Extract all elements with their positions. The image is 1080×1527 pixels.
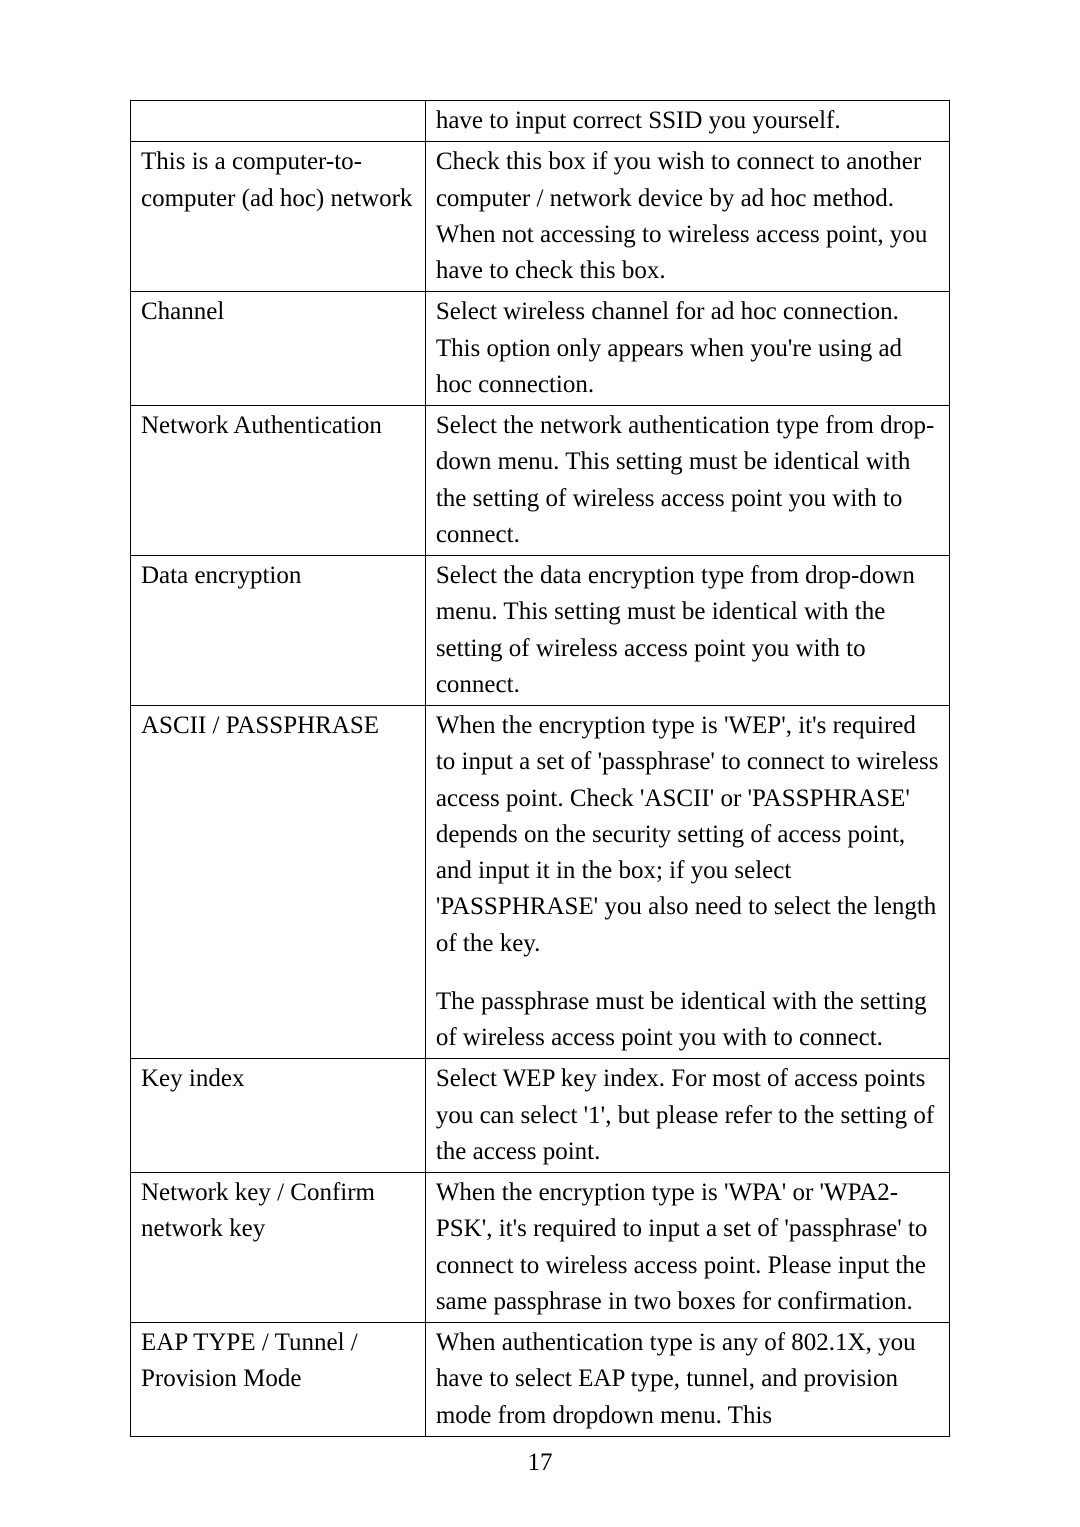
table-cell-left bbox=[131, 101, 426, 142]
table-cell-left: Network Authentication bbox=[131, 406, 426, 556]
page-number: 17 bbox=[130, 1449, 950, 1477]
table-cell-left: Data encryption bbox=[131, 556, 426, 706]
table-cell-left: Key index bbox=[131, 1059, 426, 1173]
table-cell-right: have to input correct SSID you yourself. bbox=[425, 101, 949, 142]
table-cell-right: When the encryption type is 'WPA' or 'WP… bbox=[425, 1173, 949, 1323]
table-cell-right: Select the data encryption type from dro… bbox=[425, 556, 949, 706]
table-row: have to input correct SSID you yourself. bbox=[131, 101, 950, 142]
table-cell-right: When the encryption type is 'WEP', it's … bbox=[425, 706, 949, 1059]
table-row: ASCII / PASSPHRASEWhen the encryption ty… bbox=[131, 706, 950, 1059]
table-body: have to input correct SSID you yourself.… bbox=[131, 101, 950, 1437]
table-cell-right: Select WEP key index. For most of access… bbox=[425, 1059, 949, 1173]
table-cell-right: Check this box if you wish to connect to… bbox=[425, 142, 949, 292]
table-row: Network key / Confirm network keyWhen th… bbox=[131, 1173, 950, 1323]
table-cell-paragraph: The passphrase must be identical with th… bbox=[436, 984, 941, 1057]
table-cell-right: When authentication type is any of 802.1… bbox=[425, 1323, 949, 1437]
table-row: Key indexSelect WEP key index. For most … bbox=[131, 1059, 950, 1173]
table-cell-left: Channel bbox=[131, 292, 426, 406]
table-cell-left: ASCII / PASSPHRASE bbox=[131, 706, 426, 1059]
settings-table: have to input correct SSID you yourself.… bbox=[130, 100, 950, 1437]
table-cell-paragraph: When the encryption type is 'WEP', it's … bbox=[436, 708, 941, 962]
table-cell-right: Select wireless channel for ad hoc conne… bbox=[425, 292, 949, 406]
table-cell-left: Network key / Confirm network key bbox=[131, 1173, 426, 1323]
table-cell-right: Select the network authentication type f… bbox=[425, 406, 949, 556]
table-row: Network AuthenticationSelect the network… bbox=[131, 406, 950, 556]
document-page: have to input correct SSID you yourself.… bbox=[0, 0, 1080, 1517]
table-row: ChannelSelect wireless channel for ad ho… bbox=[131, 292, 950, 406]
table-cell-left: EAP TYPE / Tunnel / Provision Mode bbox=[131, 1323, 426, 1437]
table-row: EAP TYPE / Tunnel / Provision ModeWhen a… bbox=[131, 1323, 950, 1437]
table-row: Data encryptionSelect the data encryptio… bbox=[131, 556, 950, 706]
table-cell-left: This is a computer-to-computer (ad hoc) … bbox=[131, 142, 426, 292]
table-row: This is a computer-to-computer (ad hoc) … bbox=[131, 142, 950, 292]
